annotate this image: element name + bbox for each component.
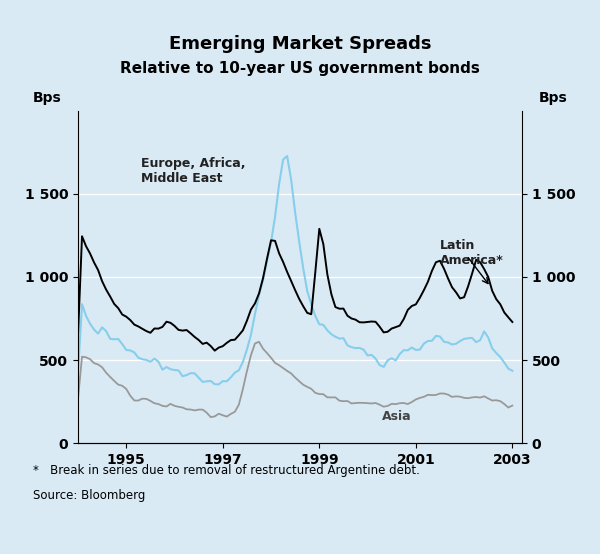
Text: *   Break in series due to removal of restructured Argentine debt.: * Break in series due to removal of rest… bbox=[33, 464, 420, 476]
Text: Relative to 10-year US government bonds: Relative to 10-year US government bonds bbox=[120, 61, 480, 76]
Text: Europe, Africa,
Middle East: Europe, Africa, Middle East bbox=[141, 157, 245, 186]
Text: Latin
America*: Latin America* bbox=[440, 239, 504, 267]
Text: Emerging Market Spreads: Emerging Market Spreads bbox=[169, 35, 431, 53]
Text: Source: Bloomberg: Source: Bloomberg bbox=[33, 489, 145, 501]
Text: Bps: Bps bbox=[538, 91, 567, 105]
Text: Asia: Asia bbox=[382, 410, 412, 423]
Text: Bps: Bps bbox=[33, 91, 62, 105]
